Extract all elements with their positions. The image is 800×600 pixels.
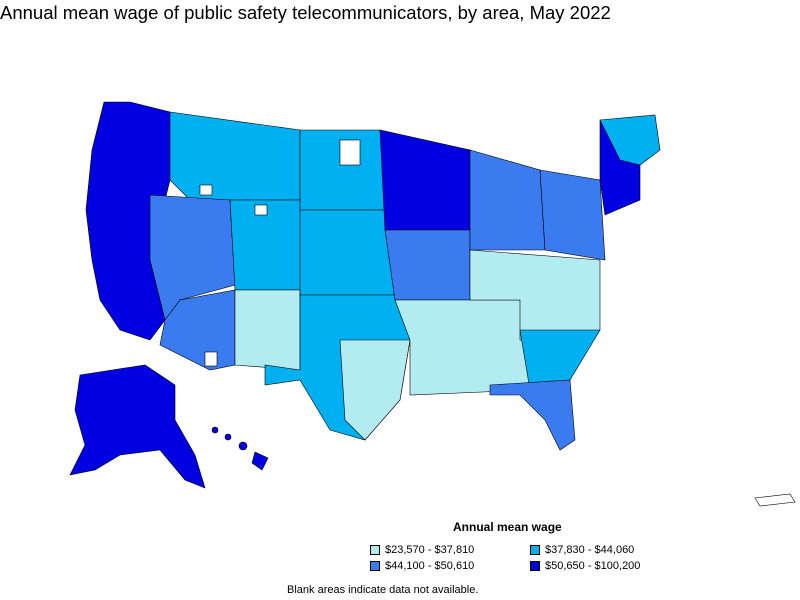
blank-area-new-mexico [204, 351, 218, 367]
legend-label: $44,100 - $50,610 [385, 560, 475, 572]
region-iowa-missouri [384, 229, 471, 301]
region-east-texas [339, 339, 411, 441]
legend-title: Annual mean wage [453, 520, 562, 534]
legend-label: $37,830 - $44,060 [545, 544, 635, 556]
legend-label: $50,650 - $100,200 [545, 560, 641, 572]
blank-area-north-dakota [339, 139, 361, 166]
legend-item: $50,650 - $100,200 [530, 560, 640, 572]
blank-area-montana [199, 184, 213, 196]
region-maine [599, 114, 661, 166]
region-southeast [469, 249, 601, 341]
region-great-lakes [469, 149, 546, 251]
region-upper-midwest [379, 129, 471, 231]
legend-item: $37,830 - $44,060 [530, 544, 634, 556]
region-south-central [394, 299, 531, 396]
region-alaska [69, 364, 206, 489]
legend-item: $23,570 - $37,810 [370, 544, 474, 556]
region-puerto-rico [754, 493, 796, 507]
choropleth-map [0, 80, 800, 520]
region-colorado [229, 199, 306, 291]
legend-swatch [530, 561, 540, 571]
region-hawaii [211, 426, 269, 471]
legend-label: $23,570 - $37,810 [385, 544, 475, 556]
region-florida [489, 379, 576, 451]
legend-swatch [370, 561, 380, 571]
region-mid-atlantic [539, 169, 606, 261]
blank-area-wyoming [254, 204, 268, 216]
legend-swatch [370, 545, 380, 555]
region-central-plains [299, 209, 396, 296]
legend-item: $44,100 - $50,610 [370, 560, 474, 572]
region-mountain-north [169, 111, 301, 211]
map-title: Annual mean wage of public safety teleco… [0, 2, 611, 23]
region-new-mexico [234, 289, 301, 371]
legend-swatch [530, 545, 540, 555]
footnote: Blank areas indicate data not available. [287, 584, 479, 596]
